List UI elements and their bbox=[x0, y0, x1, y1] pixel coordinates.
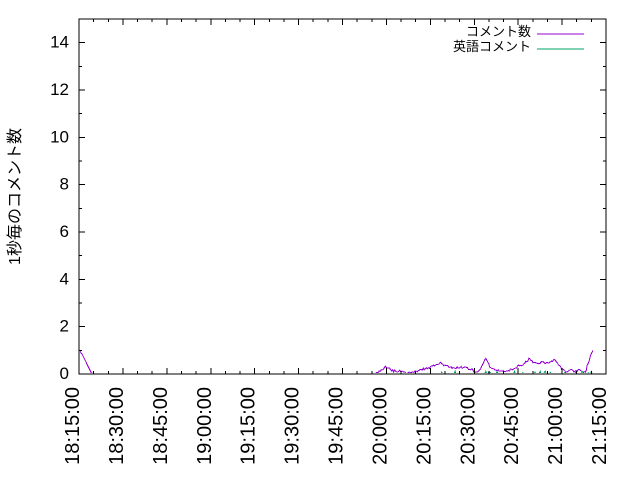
svg-text:18:30:00: 18:30:00 bbox=[106, 387, 128, 465]
svg-text:20:30:00: 20:30:00 bbox=[457, 387, 479, 465]
svg-text:コメント数: コメント数 bbox=[466, 24, 531, 39]
svg-text:20:45:00: 20:45:00 bbox=[501, 387, 523, 465]
svg-text:4: 4 bbox=[60, 269, 69, 288]
svg-text:19:30:00: 19:30:00 bbox=[282, 387, 304, 465]
svg-text:10: 10 bbox=[50, 127, 69, 146]
svg-text:14: 14 bbox=[50, 33, 69, 52]
svg-text:20:15:00: 20:15:00 bbox=[413, 387, 435, 465]
svg-text:12: 12 bbox=[50, 80, 69, 99]
svg-text:19:45:00: 19:45:00 bbox=[326, 387, 348, 465]
svg-text:6: 6 bbox=[60, 222, 69, 241]
svg-text:2: 2 bbox=[60, 317, 69, 336]
svg-text:18:15:00: 18:15:00 bbox=[62, 387, 84, 465]
svg-text:0: 0 bbox=[60, 364, 69, 383]
svg-text:21:15:00: 21:15:00 bbox=[589, 387, 611, 465]
svg-text:20:00:00: 20:00:00 bbox=[369, 387, 391, 465]
svg-text:8: 8 bbox=[60, 175, 69, 194]
svg-text:英語コメント: 英語コメント bbox=[453, 39, 531, 54]
svg-text:19:15:00: 19:15:00 bbox=[238, 387, 260, 465]
svg-text:21:00:00: 21:00:00 bbox=[545, 387, 567, 465]
svg-text:1秒毎のコメント数: 1秒毎のコメント数 bbox=[6, 128, 24, 265]
svg-text:18:45:00: 18:45:00 bbox=[150, 387, 172, 465]
svg-text:19:00:00: 19:00:00 bbox=[194, 387, 216, 465]
